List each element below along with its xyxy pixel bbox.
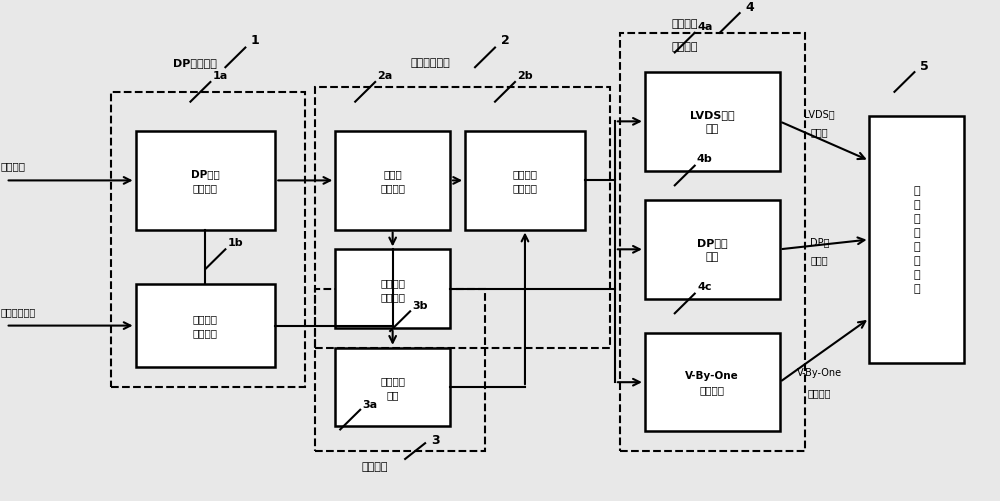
Text: V-By-One
编码模块: V-By-One 编码模块 [685,370,739,394]
Bar [136,132,275,230]
Text: 辅助通道信号: 辅助通道信号 [1,306,36,316]
Text: 1a: 1a [213,71,228,81]
Text: 2b: 2b [517,71,533,81]
Text: 3b: 3b [412,301,428,311]
Bar [335,348,450,427]
Bar [315,88,610,348]
Text: 人机交互
模块: 人机交互 模块 [380,375,405,399]
Text: 5: 5 [920,60,929,73]
Bar [645,333,780,431]
Bar [869,117,964,363]
Text: DP解码单元: DP解码单元 [173,58,217,68]
Text: DP编码
模块: DP编码 模块 [697,238,728,262]
Bar [645,201,780,299]
Bar [335,250,450,328]
Text: 1: 1 [251,34,260,47]
Text: DP视频
解码模块: DP视频 解码模块 [191,169,220,193]
Bar [315,289,485,451]
Bar [335,132,450,230]
Text: 2a: 2a [378,71,393,81]
Bar [465,132,585,230]
Text: 视频输出: 视频输出 [671,19,698,29]
Text: 编码单元: 编码单元 [671,42,698,52]
Text: LVDS测: LVDS测 [804,109,835,119]
Text: 模组信息
读写模块: 模组信息 读写模块 [380,277,405,301]
Text: 4a: 4a [697,22,712,32]
Text: 测试信号: 测试信号 [808,387,831,397]
Text: 3: 3 [431,433,439,446]
Text: 液
晶
模
组
测
试
接
口: 液 晶 模 组 测 试 接 口 [914,186,920,294]
Text: DP测: DP测 [810,237,829,247]
Text: 分辨率
适配模块: 分辨率 适配模块 [380,169,405,193]
Text: 4b: 4b [697,153,713,163]
Bar [111,93,305,387]
Text: 3a: 3a [363,399,378,409]
Text: 试信号: 试信号 [811,255,828,265]
Text: 帧率变换
缓冲模块: 帧率变换 缓冲模块 [512,169,537,193]
Text: 1b: 1b [228,238,243,248]
Text: 2: 2 [501,34,509,47]
Text: 4: 4 [745,1,754,14]
Text: 4c: 4c [697,281,712,291]
Bar [645,73,780,171]
Text: 试信号: 试信号 [811,127,828,137]
Bar [136,284,275,368]
Text: 视频信号: 视频信号 [1,161,26,171]
Text: V-By-One: V-By-One [797,368,842,378]
Bar [620,34,805,451]
Text: 辅助通道
解码模块: 辅助通道 解码模块 [193,314,218,338]
Text: 图像处理单元: 图像处理单元 [410,58,450,68]
Text: 控制单元: 控制单元 [362,461,388,471]
Text: LVDS编码
模块: LVDS编码 模块 [690,110,735,134]
